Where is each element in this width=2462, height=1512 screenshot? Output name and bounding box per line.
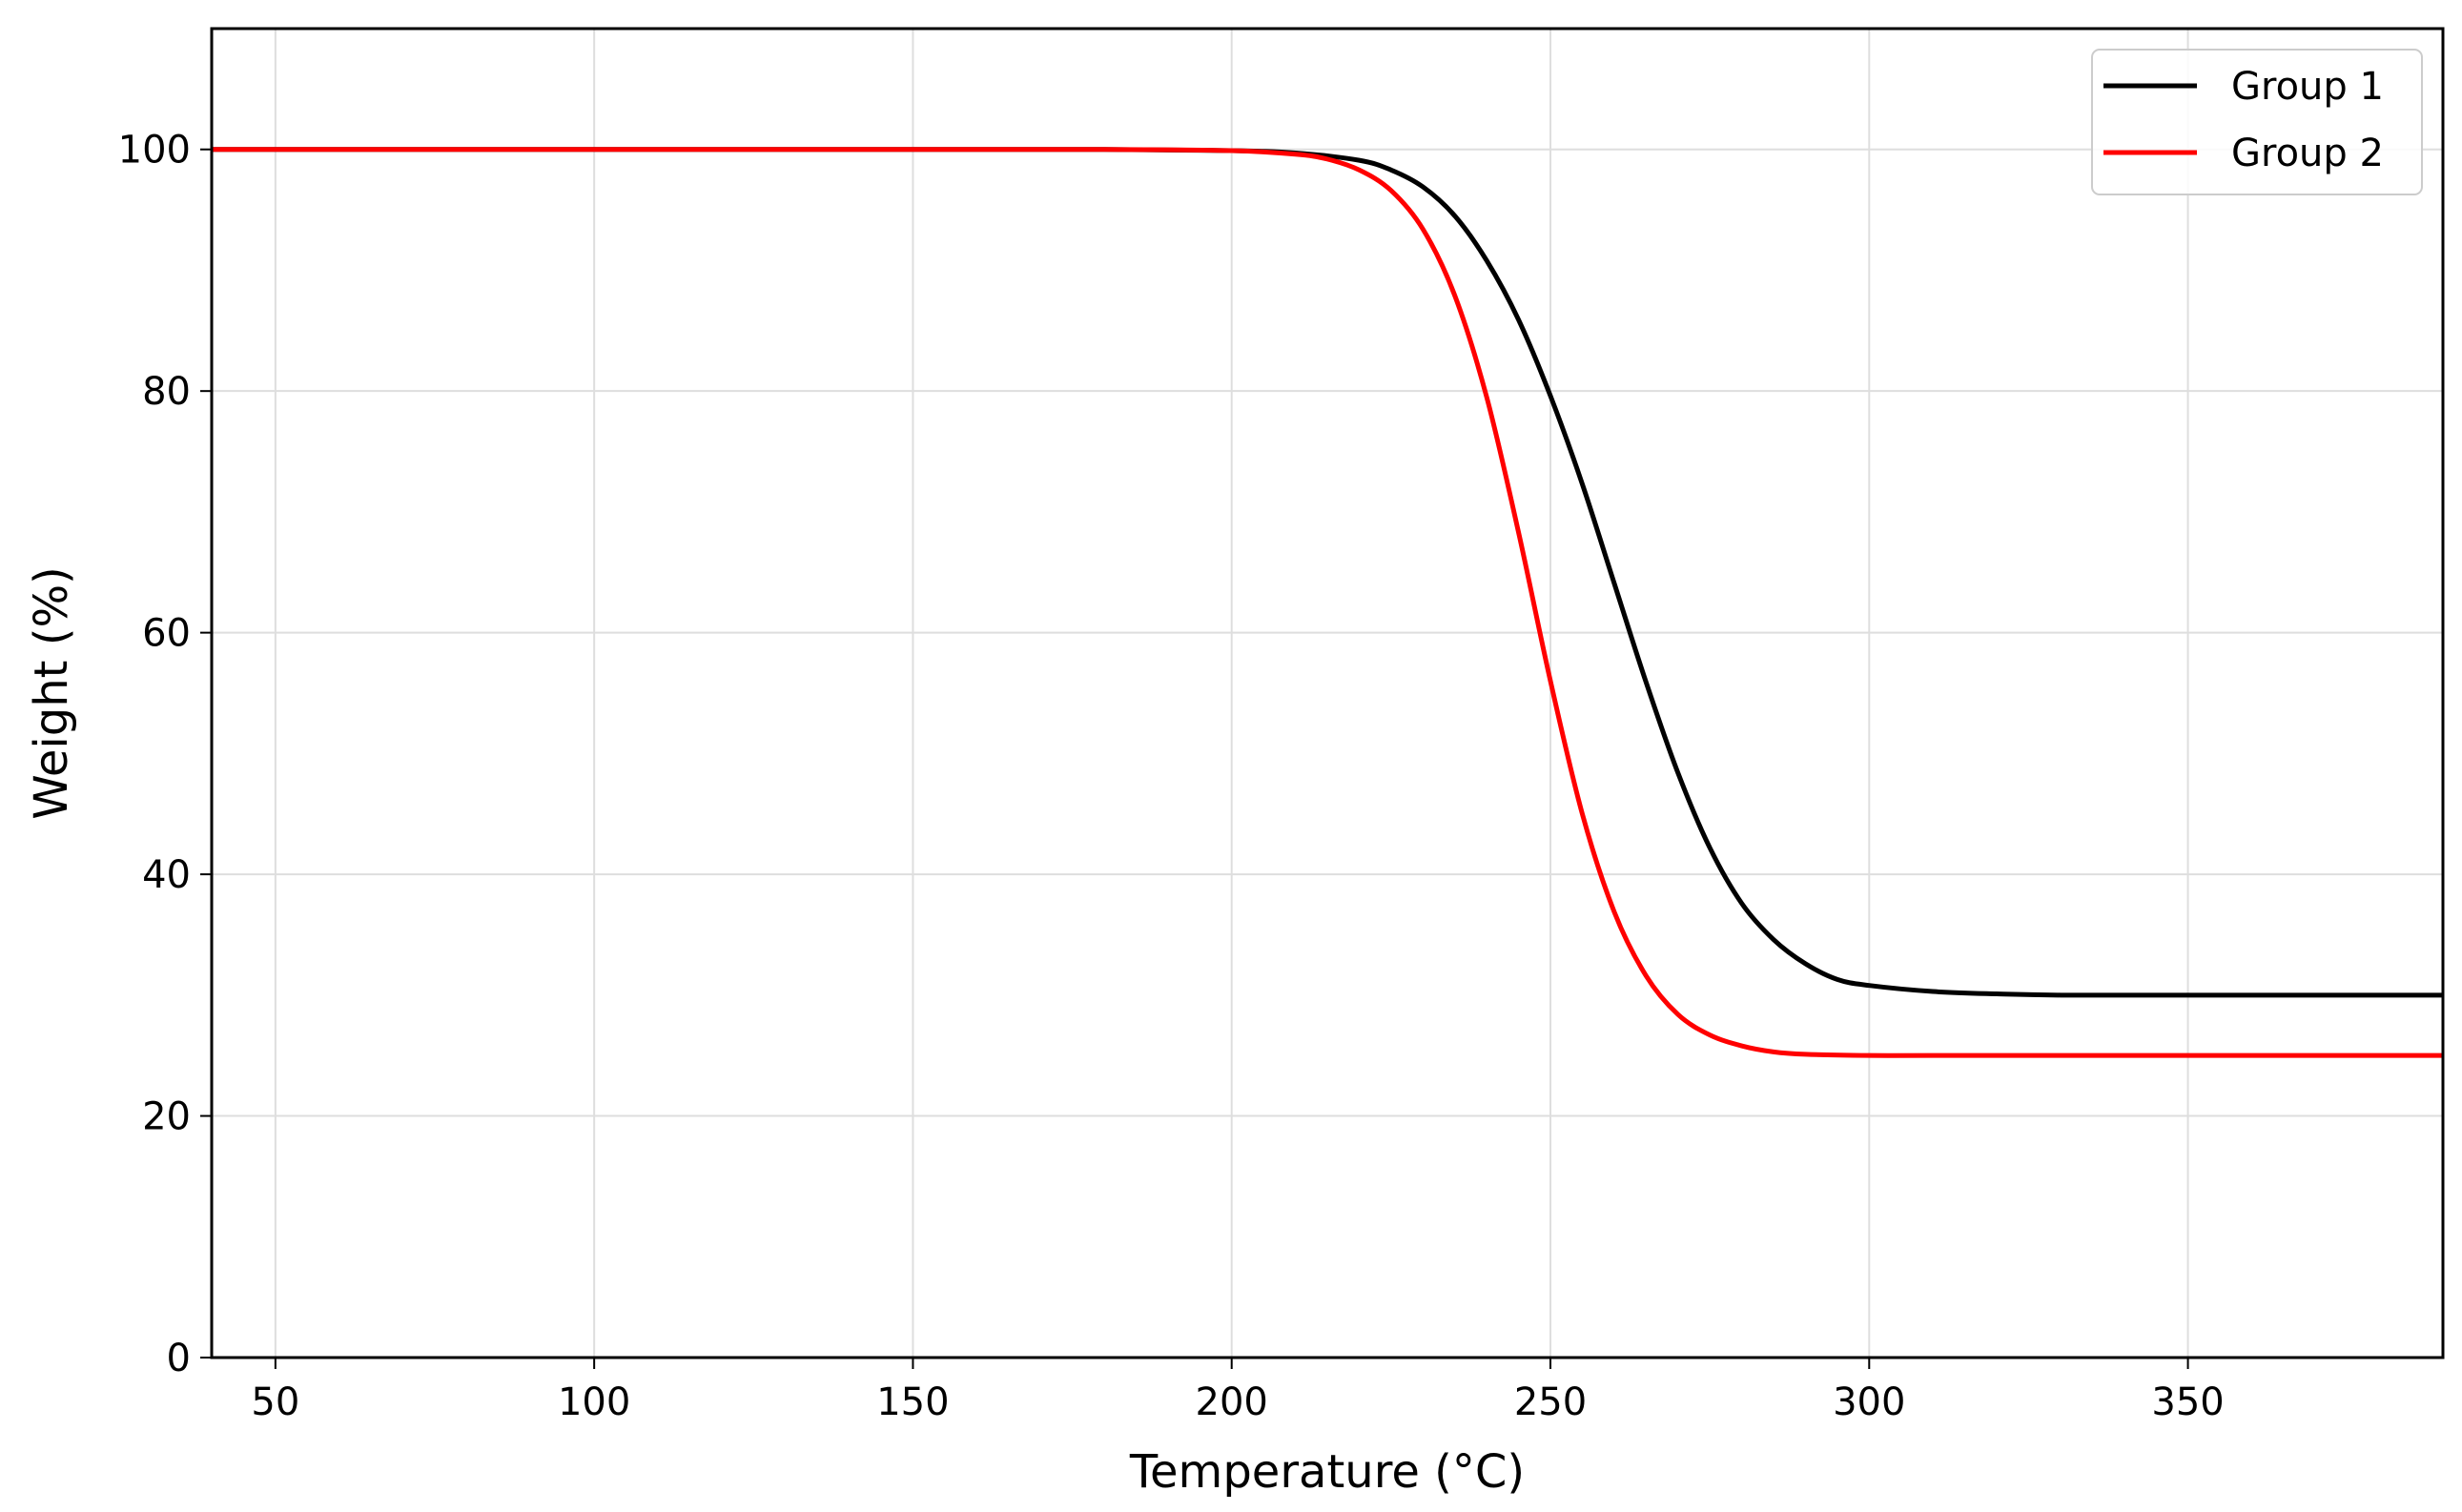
y-tick-label: 40 [142,853,191,897]
axis-ticks: 50 100 150 200 250 300 350 0 20 40 60 80 100 [118,129,2225,1424]
y-tick-label: 60 [142,612,191,656]
y-tick-label: 80 [142,370,191,414]
series-lines [211,147,2443,1058]
x-tick-label: 250 [1514,1380,1587,1424]
series-line-group-2 [211,147,2443,1058]
x-tick-label: 50 [251,1380,299,1424]
x-axis-title: Temperature (°C) [1129,1445,1525,1499]
plot-frame [210,27,2445,1359]
x-tick-label: 100 [558,1380,630,1424]
legend-label: Group 2 [2231,132,2384,175]
legend: Group 1 Group 2 [2091,49,2423,195]
y-tick-label: 20 [142,1095,191,1139]
y-tick-label: 0 [167,1337,191,1380]
x-tick-label: 200 [1196,1380,1268,1424]
x-tick-label: 150 [876,1380,949,1424]
x-tick-label: 350 [2151,1380,2224,1424]
x-tick-label: 300 [1833,1380,1905,1424]
y-axis-title: Weight (%) [25,566,78,820]
y-tick-label: 100 [118,129,191,173]
legend-label: Group 1 [2231,65,2384,109]
